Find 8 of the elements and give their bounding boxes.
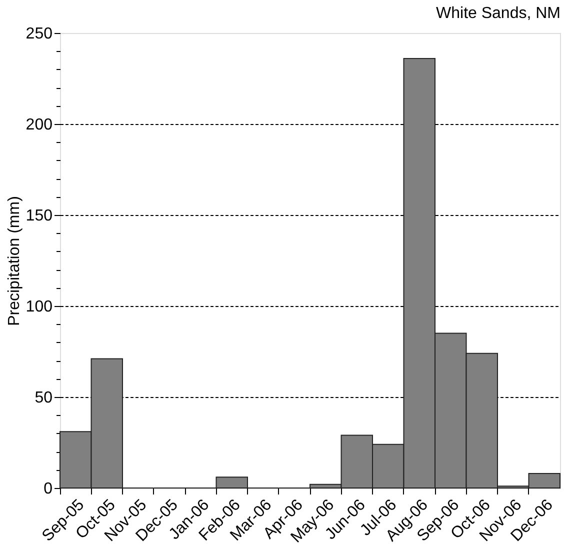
y-tick-label: 250 (26, 26, 53, 42)
y-axis-title: Precipitation (mm) (6, 196, 23, 326)
chart-title: White Sands, NM (436, 5, 560, 22)
y-tick-label: 100 (26, 298, 53, 316)
y-tick-label: 0 (44, 480, 53, 498)
y-tick-label: 50 (34, 390, 53, 406)
y-tick-label: 200 (26, 116, 53, 134)
y-tick-label: 150 (26, 208, 53, 224)
